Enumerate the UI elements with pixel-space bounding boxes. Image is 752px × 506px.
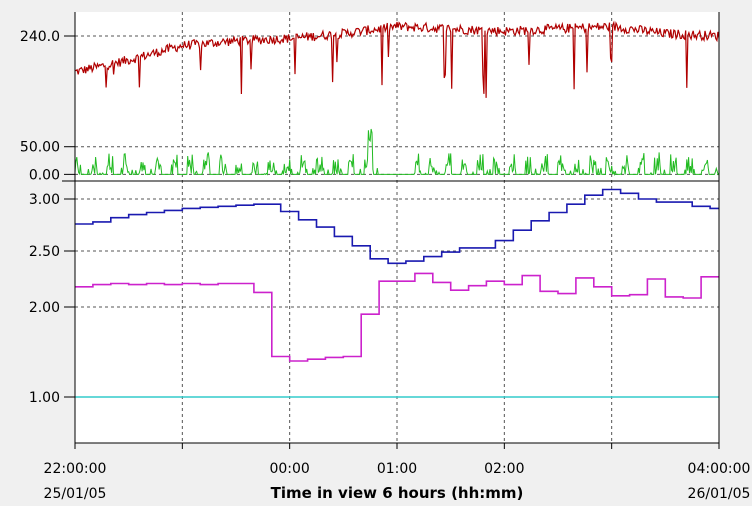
y-tick-label: 1.00 [29,390,60,406]
series-step-1 [75,272,719,362]
series-layer [74,20,720,398]
x-tick-date: 25/01/05 [44,486,107,502]
series-burst-trace [74,128,720,177]
y-tick-label: 3.00 [29,192,60,208]
y-tick-label: 2.50 [29,244,60,260]
x-tick-label: 00:00 [269,461,309,477]
x-tick-label: 01:00 [377,461,417,477]
y-tick-label: 0.00 [29,167,60,183]
x-axis-title: Time in view 6 hours (hh:mm) [271,484,524,502]
y-tick-labels: 240.0 50.00 0.00 3.00 2.50 2.00 1.00 [20,29,75,406]
x-tick-label: 02:00 [484,461,524,477]
x-tick-label: 04:00:00 [688,461,751,477]
series-step-0 [75,188,719,265]
x-tick-label: 22:00:00 [44,461,107,477]
x-tick-labels: 22:00:00 25/01/05 00:00 01:00 02:00 04:00:00 2… [44,443,751,502]
plot-area [75,12,719,443]
x-tick-date: 26/01/05 [688,486,751,502]
y-tick-label: 50.00 [20,140,60,156]
y-tick-label: 240.0 [20,29,60,45]
y-tick-label: 2.00 [29,300,60,316]
series-voltage-trace [75,20,720,98]
